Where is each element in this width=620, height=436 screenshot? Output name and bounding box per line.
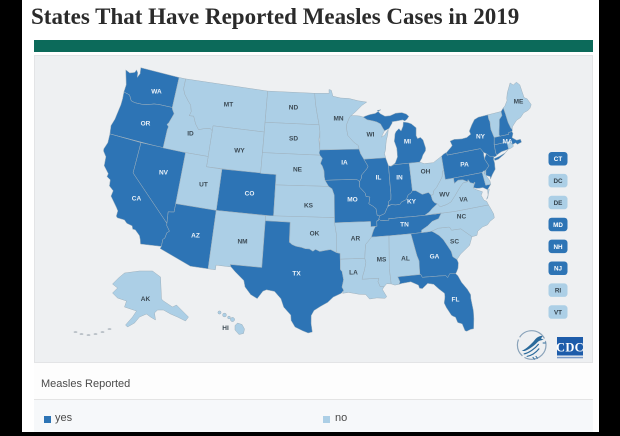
svg-text:DE: DE bbox=[553, 200, 562, 207]
svg-text:IL: IL bbox=[375, 174, 381, 181]
svg-text:MS: MS bbox=[376, 256, 386, 263]
svg-text:ND: ND bbox=[288, 104, 298, 111]
svg-text:AK: AK bbox=[140, 296, 150, 303]
svg-text:WA: WA bbox=[151, 88, 162, 95]
svg-text:ME: ME bbox=[513, 98, 523, 105]
svg-text:VT: VT bbox=[553, 310, 561, 317]
svg-text:NM: NM bbox=[237, 238, 247, 245]
svg-text:CO: CO bbox=[244, 190, 254, 197]
svg-text:SD: SD bbox=[288, 135, 297, 142]
svg-text:VA: VA bbox=[459, 196, 468, 203]
svg-text:MD: MD bbox=[553, 222, 563, 229]
svg-text:OK: OK bbox=[309, 230, 319, 237]
svg-text:NE: NE bbox=[292, 166, 302, 173]
svg-text:MT: MT bbox=[223, 101, 232, 108]
svg-text:NH: NH bbox=[553, 244, 563, 251]
svg-text:NJ: NJ bbox=[553, 266, 562, 273]
svg-text:LA: LA bbox=[349, 269, 358, 276]
svg-text:MN: MN bbox=[333, 115, 343, 122]
svg-text:OR: OR bbox=[140, 120, 150, 127]
svg-text:TN: TN bbox=[400, 221, 409, 228]
svg-text:NY: NY bbox=[475, 133, 485, 140]
svg-text:WY: WY bbox=[234, 147, 245, 154]
svg-text:RI: RI bbox=[554, 288, 561, 295]
svg-text:PA: PA bbox=[460, 161, 469, 168]
svg-text:FL: FL bbox=[451, 296, 459, 303]
svg-text:NV: NV bbox=[158, 169, 168, 176]
svg-text:HI: HI bbox=[222, 325, 229, 332]
svg-text:AZ: AZ bbox=[191, 232, 200, 239]
svg-text:KS: KS bbox=[303, 202, 313, 209]
svg-text:IN: IN bbox=[396, 174, 403, 181]
svg-text:IA: IA bbox=[341, 159, 348, 166]
svg-text:NC: NC bbox=[456, 213, 466, 220]
svg-text:KY: KY bbox=[406, 198, 416, 205]
svg-text:UT: UT bbox=[199, 181, 208, 188]
svg-text:AR: AR bbox=[350, 235, 360, 242]
svg-text:WV: WV bbox=[439, 191, 450, 198]
svg-text:MI: MI bbox=[403, 138, 410, 145]
svg-text:TX: TX bbox=[292, 270, 301, 277]
svg-text:GA: GA bbox=[429, 253, 439, 260]
svg-text:CT: CT bbox=[553, 156, 562, 163]
svg-text:MA: MA bbox=[502, 138, 512, 145]
svg-text:MO: MO bbox=[347, 196, 357, 203]
svg-text:CA: CA bbox=[131, 195, 141, 202]
svg-text:DC: DC bbox=[553, 178, 563, 185]
svg-text:CDC: CDC bbox=[556, 340, 584, 354]
svg-text:OH: OH bbox=[420, 168, 430, 175]
svg-text:AL: AL bbox=[401, 255, 410, 262]
svg-text:SC: SC bbox=[449, 238, 458, 245]
svg-text:WI: WI bbox=[366, 131, 374, 138]
svg-text:ID: ID bbox=[187, 130, 194, 137]
